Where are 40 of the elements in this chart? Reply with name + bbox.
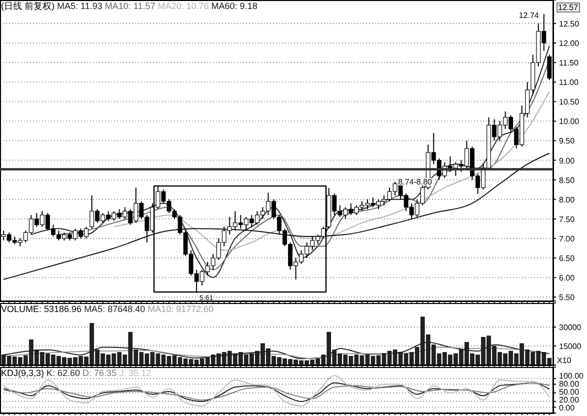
y-tick-label: 30000	[559, 323, 582, 332]
text: X10	[557, 356, 572, 365]
text: MA10: 11.57	[104, 1, 158, 11]
y-tick-label: 8.50	[559, 176, 576, 185]
y-tick-label: 20.00	[559, 395, 580, 404]
text: MA60: 9.18	[211, 1, 258, 11]
annotation: 12.74	[518, 11, 540, 20]
y-tick-label: 5.50	[559, 293, 576, 302]
y-tick-label: 11.50	[559, 58, 579, 68]
y-tick-label: 11.00	[559, 78, 579, 88]
y-tick-label: 12.00	[559, 39, 580, 48]
y-tick-label: 7.50	[559, 214, 576, 224]
y-tick-label: 10.50	[559, 98, 580, 107]
line-series	[113, 90, 550, 251]
y-tick-label: 0.00	[559, 403, 576, 412]
y-tick-label: 6.00	[559, 274, 576, 283]
series-label: J: 35.12	[119, 368, 152, 378]
y-tick-label: 8.00	[559, 195, 576, 204]
y-tick-label: 50.00	[559, 387, 580, 396]
line-series	[3, 152, 550, 280]
y-tick-label: 12.50	[559, 19, 580, 28]
y-tick-label: 9.50	[559, 136, 576, 146]
series-label: D: 76.35	[82, 368, 120, 378]
text: 12.57	[558, 3, 579, 12]
text: MA5: 11.93	[57, 1, 105, 11]
y-tick-label: 7.00	[559, 234, 576, 244]
y-tick-label: 15000	[559, 342, 582, 352]
chart-title: KDJ(9,3,3)	[1, 368, 47, 378]
y-tick-label: 6.50	[559, 254, 576, 263]
y-tick-label: 10.00	[559, 117, 580, 126]
y-tick-label: 80.00	[559, 379, 580, 388]
text: MA5: 87648.40	[84, 304, 148, 314]
chart-title: (日线 前复权)	[1, 1, 57, 11]
text: MA10: 91772.60	[148, 304, 214, 314]
y-tick-label: 9.00	[559, 156, 576, 166]
text: MA20: 10.76	[158, 1, 212, 11]
line-series	[3, 346, 550, 360]
y-tick-label: 100.00	[559, 371, 584, 380]
series-label: K: 62.60	[46, 368, 83, 378]
chart-title: VOLUME: 53186.96	[1, 304, 84, 314]
